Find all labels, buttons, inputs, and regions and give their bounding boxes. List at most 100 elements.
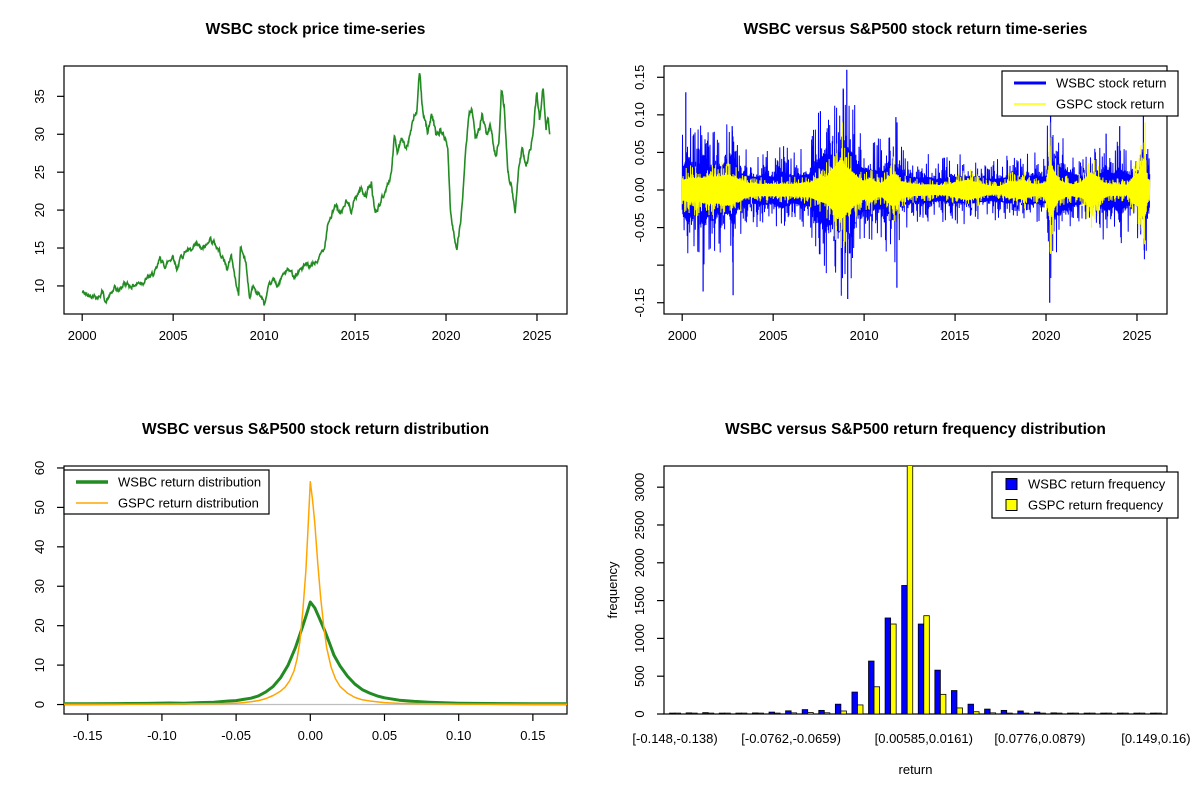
price-series-line xyxy=(81,72,551,306)
y-axis-tick-label: 25 xyxy=(32,165,47,179)
x-axis-tick-label: -0.05 xyxy=(221,728,251,743)
panel-return-distribution: WSBC versus S&P500 stock return distribu… xyxy=(0,400,600,800)
y-axis-tick-label: -0.05 xyxy=(632,213,647,243)
wsbc-frequency-bar xyxy=(702,712,709,714)
x-axis-tick-label: 2010 xyxy=(850,328,879,343)
wsbc-frequency-bar xyxy=(951,690,958,714)
gspc-frequency-bar xyxy=(939,693,947,714)
x-axis-tick-label: 2020 xyxy=(432,328,461,343)
gspc-frequency-bar xyxy=(1105,712,1113,714)
wsbc-frequency-bar xyxy=(785,710,792,714)
wsbc-frequency-bar xyxy=(1033,711,1041,714)
gspc-density-curve xyxy=(63,481,568,706)
x-axis-interval-label: [-0.0762,-0.0659) xyxy=(741,731,841,746)
gspc-frequency-bar xyxy=(873,686,880,714)
x-axis-tick-label: 2015 xyxy=(941,328,970,343)
wsbc-frequency-bar xyxy=(718,712,726,714)
y-axis-tick-label: 30 xyxy=(32,127,47,141)
gspc-frequency-bar xyxy=(956,707,963,714)
y-axis-tick-label: -0.15 xyxy=(632,288,647,318)
x-axis-interval-label: [0.00585,0.0161) xyxy=(875,731,973,746)
wsbc-frequency-bar xyxy=(685,712,693,714)
x-axis-tick-label: 2005 xyxy=(759,328,788,343)
legend-box xyxy=(1001,70,1179,117)
y-axis-tick-label: 500 xyxy=(632,665,647,687)
y-axis-tick-label: 15 xyxy=(32,241,47,255)
y-axis-tick-label: 0.00 xyxy=(632,177,647,202)
panel-price-timeseries: WSBC stock price time-series 10 15 20 25 30 35… xyxy=(0,0,600,400)
x-axis-tick-label: 2005 xyxy=(159,328,188,343)
legend-item-label: WSBC stock return xyxy=(1056,76,1167,91)
gspc-frequency-bar xyxy=(1089,712,1096,714)
gspc-frequency-bar xyxy=(823,712,831,714)
gspc-frequency-bar xyxy=(740,712,748,714)
chart-title: WSBC stock price time-series xyxy=(206,21,426,38)
x-axis-tick-label: 2025 xyxy=(523,328,552,343)
x-axis-tick-label: 2015 xyxy=(341,328,370,343)
plot-box xyxy=(63,465,568,715)
x-axis-tick-label: 0.00 xyxy=(298,728,323,743)
wsbc-frequency-bar xyxy=(1050,712,1057,714)
return-timeseries-chart: WSBC versus S&P500 stock return time-ser… xyxy=(632,21,1179,343)
legend-item-label: GSPC stock return xyxy=(1056,97,1164,112)
chart-title: WSBC versus S&P500 stock return distribu… xyxy=(142,421,489,438)
gspc-frequency-bar xyxy=(906,466,914,714)
x-axis-tick-label: 2010 xyxy=(250,328,279,343)
wsbc-frequency-bar xyxy=(984,708,991,714)
gspc-frequency-bar xyxy=(807,712,814,714)
gspc-frequency-bar xyxy=(674,712,681,714)
y-axis-tick-label: 0.15 xyxy=(632,65,647,90)
gspc-frequency-bar xyxy=(1122,712,1129,714)
gspc-frequency-bar xyxy=(724,712,731,714)
wsbc-frequency-bar xyxy=(669,712,676,714)
legend-item-label: WSBC return frequency xyxy=(1028,477,1166,492)
legend-box xyxy=(63,469,270,515)
wsbc-frequency-bar xyxy=(884,617,892,714)
gspc-return-spikes xyxy=(841,122,1146,254)
wsbc-frequency-bar xyxy=(1150,712,1157,714)
wsbc-frequency-bar xyxy=(1133,712,1140,714)
gspc-frequency-bar xyxy=(774,712,781,714)
x-axis-tick-label: 0.15 xyxy=(520,728,545,743)
gspc-frequency-bar xyxy=(1006,712,1013,714)
gspc-frequency-bar xyxy=(857,704,864,714)
panel-return-frequency: WSBC versus S&P500 return frequency dist… xyxy=(600,400,1200,800)
x-axis-tick-label: 0.10 xyxy=(446,728,471,743)
wsbc-frequency-bar xyxy=(967,703,974,714)
wsbc-frequency-bar xyxy=(735,712,742,714)
series-group xyxy=(681,69,1151,303)
x-axis-tick-label: 2000 xyxy=(668,328,697,343)
x-axis-interval-label: [0.0776,0.0879) xyxy=(994,731,1085,746)
y-axis-tick-label: 20 xyxy=(32,618,47,632)
y-axis-tick-label: 0 xyxy=(32,701,47,708)
gspc-frequency-bar xyxy=(1072,712,1079,714)
y-axis-tick-label: 60 xyxy=(32,461,47,475)
y-axis-tick-label: 1000 xyxy=(632,624,647,653)
x-axis-tick-label: 2020 xyxy=(1032,328,1061,343)
y-axis-tick-label: 0.10 xyxy=(632,102,647,127)
y-axis-tick-label: 20 xyxy=(32,203,47,217)
wsbc-frequency-bar xyxy=(1100,712,1107,714)
wsbc-frequency-bar xyxy=(917,623,925,714)
legend-item-label: GSPC return distribution xyxy=(118,496,259,511)
y-axis-tick-label: 40 xyxy=(32,540,47,554)
y-axis-tick-label: 10 xyxy=(32,658,47,672)
legend-swatch xyxy=(1005,478,1018,490)
chart-title: WSBC versus S&P500 stock return time-ser… xyxy=(744,21,1088,38)
gspc-frequency-bar xyxy=(923,615,930,714)
gspc-frequency-bar xyxy=(1138,712,1146,714)
y-axis-tick-label: 10 xyxy=(32,279,47,293)
gspc-frequency-bar xyxy=(989,712,997,714)
x-axis-tick-label: -0.10 xyxy=(147,728,177,743)
gspc-frequency-bar xyxy=(973,711,980,714)
plot-box xyxy=(663,465,1168,715)
bars-group xyxy=(669,466,1162,714)
y-axis-tick-label: 1500 xyxy=(632,586,647,615)
y-axis-tick-label: 2000 xyxy=(632,548,647,577)
gspc-frequency-bar xyxy=(757,712,764,714)
price-timeseries-chart: WSBC stock price time-series101520253035… xyxy=(32,21,568,343)
chart-title: WSBC versus S&P500 return frequency dist… xyxy=(725,421,1106,438)
x-axis-interval-label: [0.149,0.16) xyxy=(1121,731,1190,746)
panel-return-timeseries: WSBC versus S&P500 stock return time-ser… xyxy=(600,0,1200,400)
gspc-frequency-bar xyxy=(890,623,897,714)
